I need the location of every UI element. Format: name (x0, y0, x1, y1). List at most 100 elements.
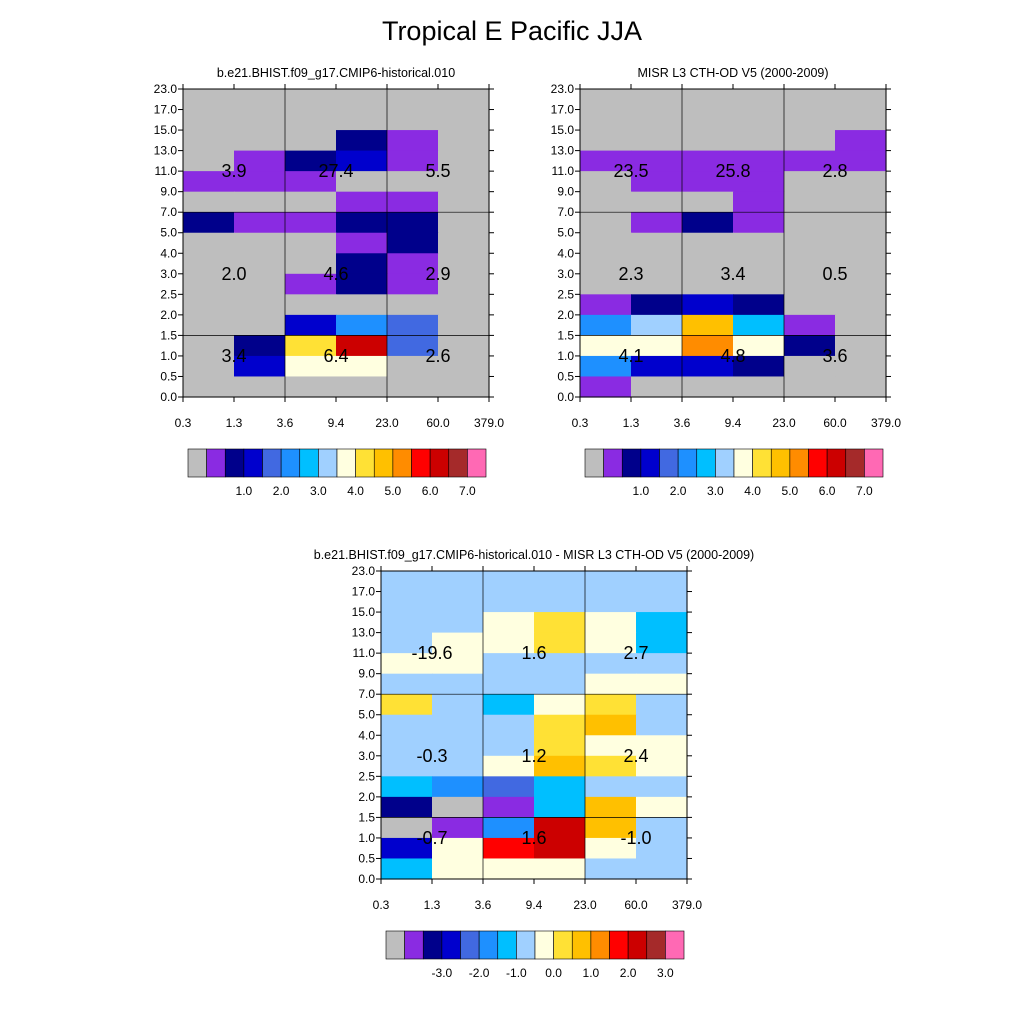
heatmap-cell (483, 653, 535, 675)
region-value-label: 2.7 (623, 643, 648, 663)
heatmap-cell (483, 591, 535, 613)
heatmap-cell (784, 314, 836, 336)
heatmap-cell (387, 355, 439, 378)
heatmap-cell (534, 571, 586, 593)
colorbar-swatch (516, 930, 536, 960)
heatmap-cell (733, 191, 785, 213)
heatmap-cell (835, 212, 887, 234)
heatmap-cell (183, 253, 235, 275)
heatmap-cell (432, 571, 484, 593)
heatmap-cell (631, 376, 683, 398)
y-tick-label: 1.5 (160, 328, 177, 342)
heatmap-cell (336, 355, 388, 378)
region-value-label: 2.6 (425, 346, 450, 366)
heatmap-cell (234, 273, 286, 295)
heatmap-cell (733, 335, 785, 357)
y-tick-label: 15.0 (551, 123, 575, 137)
heatmap-cell (682, 212, 734, 234)
heatmap-cell (387, 253, 439, 275)
heatmap-cell (580, 335, 632, 357)
y-tick-label: 0.0 (358, 872, 375, 886)
y-tick-label: 3.0 (358, 749, 375, 763)
heatmap-cell (285, 212, 337, 234)
heatmap-cell (381, 837, 433, 860)
heatmap-cell (336, 253, 388, 275)
heatmap-cell (784, 355, 836, 378)
x-tick-label: 60.0 (823, 416, 847, 430)
y-tick-label: 3.0 (160, 267, 177, 281)
heatmap-cell (631, 294, 683, 316)
heatmap-cell (387, 89, 439, 111)
heatmap-cell (381, 571, 433, 593)
heatmap-cell (234, 376, 286, 398)
y-tick-label: 3.0 (557, 267, 574, 281)
colorbar-swatch (460, 930, 480, 960)
heatmap-cell (682, 376, 734, 398)
heatmap-cell (483, 837, 535, 860)
heatmap-cell (336, 212, 388, 234)
heatmap-cell (585, 817, 637, 839)
region-value-label: 25.8 (715, 161, 750, 181)
x-tick-label: 0.3 (572, 416, 589, 430)
region-value-label: 3.4 (720, 264, 745, 284)
heatmap-cell (438, 253, 490, 275)
colorbar-swatch (422, 930, 443, 960)
heatmap-cell (438, 355, 490, 378)
colorbar-label: -3.0 (432, 966, 453, 980)
y-tick-label: 0.0 (160, 390, 177, 404)
heatmap-cell (682, 89, 734, 111)
heatmap-cell (636, 673, 688, 695)
heatmap-cell (682, 191, 734, 213)
colorbar-swatch (404, 930, 424, 960)
colorbar-swatch (429, 448, 450, 478)
heatmap-cell (432, 673, 484, 695)
heatmap-cell (636, 858, 688, 880)
colorbar-label: 1.0 (236, 484, 253, 498)
heatmap-cell (285, 273, 337, 295)
heatmap-cell (580, 376, 632, 398)
heatmap-cell (285, 191, 337, 213)
heatmap-cell (835, 355, 887, 378)
colorbar-label: -2.0 (469, 966, 490, 980)
x-tick-label: 23.0 (573, 898, 597, 912)
y-tick-label: 2.5 (557, 287, 574, 301)
heatmap-cell (183, 273, 235, 295)
heatmap-cell (483, 776, 535, 798)
heatmap-cell (784, 171, 836, 193)
heatmap-cell (432, 632, 484, 654)
colorbar-label: 7.0 (459, 484, 476, 498)
heatmap-cell (234, 253, 286, 275)
heatmap-cell (580, 212, 632, 234)
heatmap-cell (285, 109, 337, 131)
colorbar-swatch (355, 448, 375, 478)
heatmap-cell (381, 776, 433, 798)
heatmap-cell (585, 776, 637, 798)
y-tick-label: 15.0 (154, 123, 178, 137)
heatmap-cell (336, 376, 388, 398)
heatmap-cell (682, 355, 734, 378)
heatmap-cell (381, 735, 433, 757)
panel-1: b.e21.BHIST.f09_g17.CMIP6-historical.010… (154, 66, 505, 498)
heatmap-cell (631, 253, 683, 275)
heatmap-cell (835, 273, 887, 295)
x-tick-label: 1.3 (623, 416, 640, 430)
y-tick-label: 23.0 (154, 82, 178, 96)
x-tick-label: 3.6 (475, 898, 492, 912)
colorbar-label: 2.0 (273, 484, 290, 498)
colorbar-swatch (385, 930, 405, 960)
y-tick-label: 4.0 (160, 246, 177, 260)
heatmap-cell (534, 673, 586, 695)
colorbar-swatch (808, 448, 828, 478)
heatmap-cell (631, 130, 683, 152)
region-value-label: 2.8 (822, 161, 847, 181)
heatmap-cell (234, 130, 286, 152)
heatmap-cell (534, 714, 586, 736)
y-tick-label: 23.0 (352, 564, 376, 578)
heatmap-cell (381, 591, 433, 613)
heatmap-cell (784, 294, 836, 316)
colorbar-swatch (318, 448, 338, 478)
region-value-label: 4.1 (618, 346, 643, 366)
heatmap-cell (631, 109, 683, 131)
heatmap-cell (285, 376, 337, 398)
y-tick-label: 1.5 (358, 810, 375, 824)
